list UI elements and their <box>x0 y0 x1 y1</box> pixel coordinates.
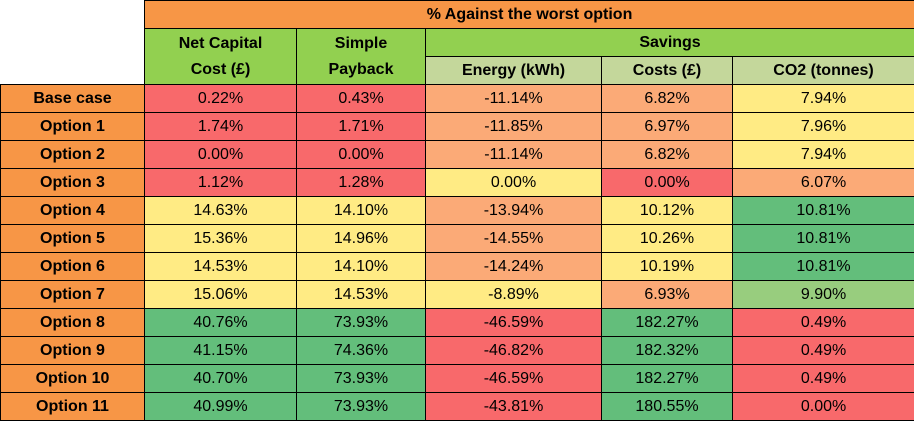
net-capital-cell: 1.74% <box>144 112 297 141</box>
row-label: Option 5 <box>0 224 145 253</box>
simple-payback-cell: 14.10% <box>296 252 426 281</box>
row-label: Option 9 <box>0 336 145 365</box>
costs-cell: 6.82% <box>601 140 733 169</box>
corner-blank <box>0 0 145 29</box>
net-capital-header-line1: Net Capital <box>178 34 263 52</box>
table-row: Option 8 40.76% 73.93% -46.59% 182.27% 0.49% <box>0 308 914 337</box>
row-label: Option 6 <box>0 252 145 281</box>
row-label: Option 3 <box>0 168 145 197</box>
simple-payback-cell: 74.36% <box>296 336 426 365</box>
row-label: Option 7 <box>0 280 145 309</box>
row-label: Option 1 <box>0 112 145 141</box>
costs-cell: 182.27% <box>601 364 733 393</box>
energy-cell: -46.59% <box>425 364 602 393</box>
energy-cell: -13.94% <box>425 196 602 225</box>
simple-payback-cell: 73.93% <box>296 364 426 393</box>
net-capital-header: Net Capital Cost (£) <box>144 28 297 85</box>
costs-cell: 10.26% <box>601 224 733 253</box>
table-body: Base case 0.22% 0.43% -11.14% 6.82% 7.94% Opti… <box>0 84 914 421</box>
simple-payback-header-line1: Simple <box>334 34 388 52</box>
co2-cell: 7.94% <box>731 84 914 113</box>
costs-cell: 10.19% <box>601 252 733 281</box>
table-row: Option 9 41.15% 74.36% -46.82% 182.32% 0.49% <box>0 336 914 365</box>
net-capital-cell: 15.36% <box>144 224 297 253</box>
energy-cell: -14.24% <box>425 252 602 281</box>
energy-cell: 0.00% <box>425 168 602 197</box>
table-row: Option 5 15.36% 14.96% -14.55% 10.26% 10.81% <box>0 224 914 253</box>
energy-cell: -11.14% <box>425 140 602 169</box>
energy-cell: -43.81% <box>425 392 602 421</box>
table-row: Base case 0.22% 0.43% -11.14% 6.82% 7.94% <box>0 84 914 113</box>
table-row: Option 2 0.00% 0.00% -11.14% 6.82% 7.94% <box>0 140 914 169</box>
net-capital-cell: 40.99% <box>144 392 297 421</box>
costs-cell: 6.82% <box>601 84 733 113</box>
net-capital-cell: 0.00% <box>144 140 297 169</box>
costs-cell: 6.97% <box>601 112 733 141</box>
energy-cell: -14.55% <box>425 224 602 253</box>
row-label: Option 8 <box>0 308 145 337</box>
table-row: Option 4 14.63% 14.10% -13.94% 10.12% 10.81% <box>0 196 914 225</box>
costs-cell: 180.55% <box>601 392 733 421</box>
costs-header: Costs (£) <box>601 56 733 85</box>
corner-blank-lower <box>0 28 145 85</box>
net-capital-cell: 14.63% <box>144 196 297 225</box>
net-capital-header-line2: Cost (£) <box>190 60 251 78</box>
table-row: Option 7 15.06% 14.53% -8.89% 6.93% 9.90% <box>0 280 914 309</box>
co2-cell: 10.81% <box>731 196 914 225</box>
energy-header: Energy (kWh) <box>425 56 602 85</box>
simple-payback-header-line2: Payback <box>328 60 394 78</box>
co2-cell: 7.96% <box>731 112 914 141</box>
costs-cell: 0.00% <box>601 168 733 197</box>
co2-cell: 0.49% <box>731 364 914 393</box>
co2-cell: 9.90% <box>731 280 914 309</box>
row-label: Base case <box>0 84 145 113</box>
net-capital-cell: 1.12% <box>144 168 297 197</box>
costs-cell: 6.93% <box>601 280 733 309</box>
simple-payback-cell: 1.71% <box>296 112 426 141</box>
co2-cell: 6.07% <box>731 168 914 197</box>
simple-payback-cell: 0.00% <box>296 140 426 169</box>
co2-cell: 0.49% <box>731 336 914 365</box>
energy-cell: -8.89% <box>425 280 602 309</box>
energy-cell: -11.85% <box>425 112 602 141</box>
net-capital-cell: 40.76% <box>144 308 297 337</box>
simple-payback-cell: 73.93% <box>296 308 426 337</box>
net-capital-cell: 41.15% <box>144 336 297 365</box>
co2-cell: 10.81% <box>731 224 914 253</box>
co2-cell: 7.94% <box>731 140 914 169</box>
net-capital-cell: 40.70% <box>144 364 297 393</box>
simple-payback-cell: 73.93% <box>296 392 426 421</box>
simple-payback-cell: 14.96% <box>296 224 426 253</box>
table-row: Option 6 14.53% 14.10% -14.24% 10.19% 10.81% <box>0 252 914 281</box>
energy-cell: -46.59% <box>425 308 602 337</box>
table-row: Option 1 1.74% 1.71% -11.85% 6.97% 7.96% <box>0 112 914 141</box>
table-row: Option 11 40.99% 73.93% -43.81% 180.55% 0.00% <box>0 392 914 421</box>
energy-cell: -46.82% <box>425 336 602 365</box>
row-label: Option 11 <box>0 392 145 421</box>
table-row: Option 3 1.12% 1.28% 0.00% 0.00% 6.07% <box>0 168 914 197</box>
savings-header: Savings <box>424 28 914 57</box>
row-label: Option 2 <box>0 140 145 169</box>
co2-cell: 10.81% <box>731 252 914 281</box>
net-capital-cell: 0.22% <box>144 84 297 113</box>
co2-header: CO2 (tonnes) <box>731 56 914 85</box>
costs-cell: 10.12% <box>601 196 733 225</box>
row-label: Option 4 <box>0 196 145 225</box>
top-header: % Against the worst option <box>143 0 914 29</box>
co2-cell: 0.49% <box>731 308 914 337</box>
net-capital-cell: 15.06% <box>144 280 297 309</box>
row-label: Option 10 <box>0 364 145 393</box>
simple-payback-cell: 14.53% <box>296 280 426 309</box>
energy-cell: -11.14% <box>425 84 602 113</box>
simple-payback-cell: 1.28% <box>296 168 426 197</box>
simple-payback-header: Simple Payback <box>296 28 426 85</box>
table-row: Option 10 40.70% 73.93% -46.59% 182.27% 0.49% <box>0 364 914 393</box>
co2-cell: 0.00% <box>731 392 914 421</box>
simple-payback-cell: 0.43% <box>296 84 426 113</box>
net-capital-cell: 14.53% <box>144 252 297 281</box>
simple-payback-cell: 14.10% <box>296 196 426 225</box>
costs-cell: 182.27% <box>601 308 733 337</box>
costs-cell: 182.32% <box>601 336 733 365</box>
